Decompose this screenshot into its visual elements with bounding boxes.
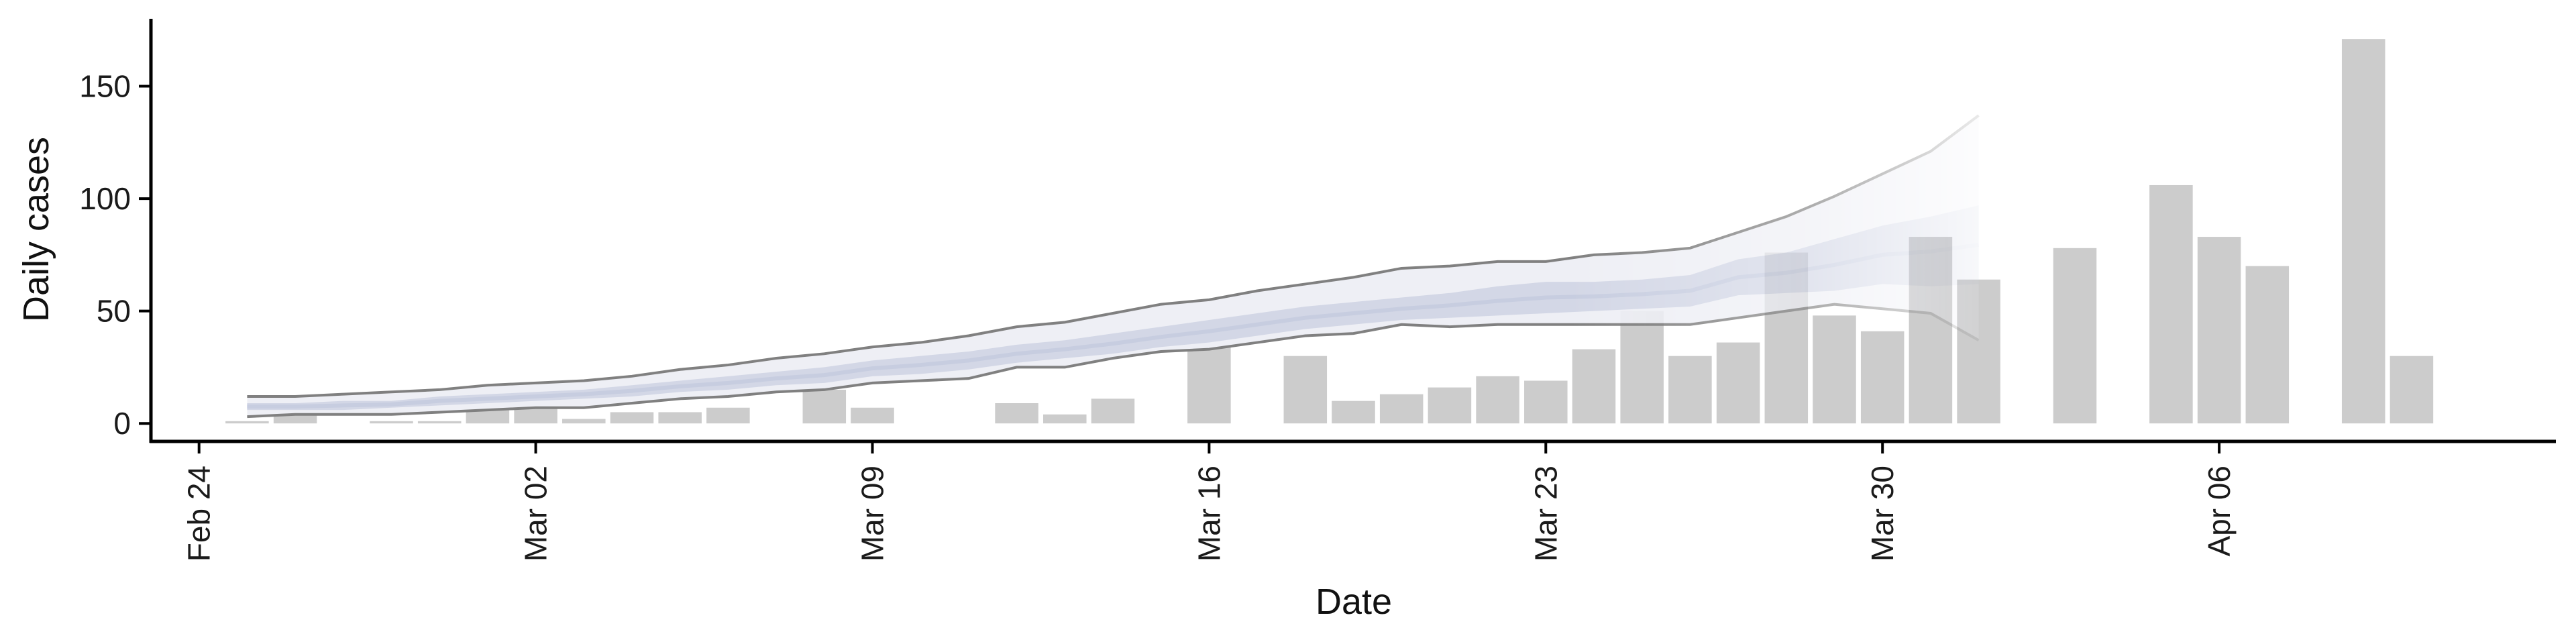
bar-2020-04-03 bbox=[2053, 248, 2097, 424]
bar-2020-03-08 bbox=[802, 389, 847, 424]
bar-2020-02-25 bbox=[225, 421, 269, 424]
bar-2020-03-09 bbox=[851, 407, 894, 424]
bar-2020-02-26 bbox=[273, 414, 317, 424]
bar-2020-03-18 bbox=[1283, 356, 1328, 424]
y-tick-label-100: 100 bbox=[79, 181, 131, 216]
bar-2020-03-01 bbox=[466, 410, 510, 424]
bar-2020-03-20 bbox=[1379, 394, 1424, 424]
bar-2020-03-29 bbox=[1813, 315, 1856, 424]
upper-bound-line bbox=[247, 114, 1980, 398]
forecast-band-layer bbox=[247, 114, 1980, 419]
bar-2020-03-27 bbox=[1716, 342, 1760, 424]
bar-2020-03-14 bbox=[1091, 398, 1135, 424]
bar-2020-03-13 bbox=[1043, 414, 1087, 424]
bar-2020-03-26 bbox=[1668, 356, 1712, 424]
x-tick-label-mar-09: Mar 09 bbox=[855, 466, 890, 561]
bar-2020-03-02 bbox=[514, 407, 557, 424]
x-tick-label-mar-30: Mar 30 bbox=[1865, 466, 1900, 561]
bar-2020-04-05 bbox=[2149, 184, 2193, 424]
x-axis-title: Date bbox=[1316, 582, 1392, 622]
bar-2020-03-23 bbox=[1524, 380, 1568, 424]
bar-2020-03-25 bbox=[1620, 311, 1664, 424]
median-line bbox=[247, 242, 1980, 409]
inner-interval-area bbox=[247, 205, 1979, 411]
bar-2020-04-09 bbox=[2341, 39, 2385, 424]
bars-layer bbox=[225, 39, 2434, 424]
axes-layer: 0 50 100 150 Feb 24 Mar 02 Mar 09 Mar 16 Mar 23 M… bbox=[79, 19, 2556, 561]
bar-2020-03-24 bbox=[1572, 349, 1616, 424]
bar-2020-03-30 bbox=[1860, 331, 1904, 424]
bar-2020-04-06 bbox=[2197, 237, 2241, 424]
bar-2020-04-07 bbox=[2245, 266, 2290, 424]
outer-interval-area bbox=[247, 115, 1979, 417]
bar-2020-03-05 bbox=[658, 412, 702, 424]
x-tick-label-mar-16: Mar 16 bbox=[1191, 466, 1226, 561]
lower-bound-line bbox=[247, 303, 1980, 419]
bar-2020-03-12 bbox=[995, 403, 1038, 424]
bar-2020-04-10 bbox=[2390, 356, 2434, 424]
x-tick-label-mar-23: Mar 23 bbox=[1528, 466, 1563, 561]
bar-2020-02-29 bbox=[417, 421, 462, 424]
x-tick-label-mar-02: Mar 02 bbox=[519, 466, 553, 561]
y-tick-label-150: 150 bbox=[79, 69, 131, 104]
bar-2020-03-22 bbox=[1476, 376, 1519, 424]
bar-2020-03-19 bbox=[1332, 400, 1375, 424]
x-tick-label-apr-06: Apr 06 bbox=[2202, 466, 2237, 557]
bar-2020-02-28 bbox=[370, 421, 413, 424]
y-tick-label-0: 0 bbox=[113, 406, 131, 441]
bar-2020-03-04 bbox=[610, 412, 654, 424]
y-axis-title: Daily cases bbox=[16, 137, 56, 322]
x-tick-label-feb-24: Feb 24 bbox=[182, 466, 217, 561]
bar-2020-03-06 bbox=[706, 407, 750, 424]
bar-2020-03-03 bbox=[562, 419, 606, 424]
bar-2020-03-21 bbox=[1428, 387, 1472, 424]
y-tick-label-50: 50 bbox=[97, 294, 131, 329]
axis-labels-layer: Date Daily cases bbox=[16, 137, 1392, 622]
